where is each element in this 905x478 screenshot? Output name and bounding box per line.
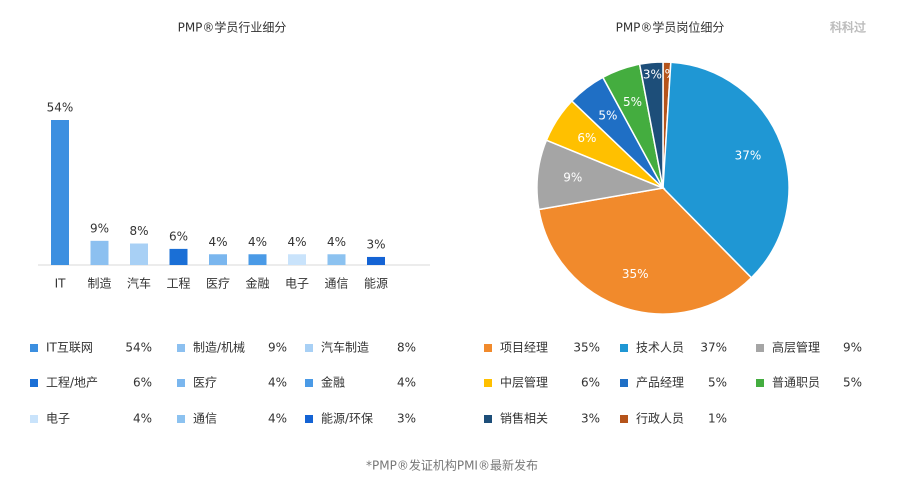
footnote: *PMP®发证机构PMI®最新发布 xyxy=(366,458,538,473)
legend-value: 54% xyxy=(125,341,152,355)
legend-label: 普通职员 xyxy=(772,376,820,390)
legend-label: 工程/地产 xyxy=(46,375,98,390)
x-tick-label: 制造 xyxy=(87,277,111,291)
legend-label: 通信 xyxy=(193,412,217,426)
legend-label: IT互联网 xyxy=(46,341,93,355)
legend-value: 9% xyxy=(268,341,287,355)
x-tick-label: 通信 xyxy=(324,277,348,291)
legend-swatch xyxy=(756,379,764,387)
legend-value: 4% xyxy=(268,412,287,426)
legend-swatch xyxy=(177,415,185,423)
legend-label: 产品经理 xyxy=(636,376,684,390)
legend-value: 9% xyxy=(843,341,862,355)
legend-swatch xyxy=(30,344,38,352)
x-tick-label: 能源 xyxy=(364,277,388,291)
bar xyxy=(130,243,148,265)
watermark: 科科过 xyxy=(830,20,866,35)
bar xyxy=(248,254,267,265)
legend-swatch xyxy=(305,415,313,423)
data-label: 5% xyxy=(598,108,617,122)
bar xyxy=(90,240,109,265)
legend-value: 4% xyxy=(397,376,416,390)
x-tick-label: IT xyxy=(55,277,67,291)
legend-swatch xyxy=(484,344,492,352)
x-tick-label: 工程 xyxy=(166,276,190,291)
x-tick-label: 金融 xyxy=(245,276,269,291)
legend-value: 3% xyxy=(397,412,416,426)
legend-swatch xyxy=(620,379,628,387)
legend-value: 1% xyxy=(708,412,727,426)
legend-swatch xyxy=(756,344,764,352)
data-label: 6% xyxy=(577,131,596,145)
x-tick-label: 医疗 xyxy=(206,277,230,291)
legend-value: 37% xyxy=(700,341,727,355)
data-label: 9% xyxy=(563,171,582,185)
legend-swatch xyxy=(30,379,38,387)
data-label: 4% xyxy=(287,235,306,249)
legend-swatch xyxy=(620,344,628,352)
data-label: 4% xyxy=(327,235,346,249)
data-label: 5% xyxy=(623,95,642,109)
data-label: 8% xyxy=(129,224,148,238)
legend-value: 8% xyxy=(397,341,416,355)
legend-value: 4% xyxy=(268,376,287,390)
legend-swatch xyxy=(177,379,185,387)
legend-label: 销售相关 xyxy=(500,411,548,426)
data-label: 3% xyxy=(643,68,662,82)
pie-slice xyxy=(662,61,790,279)
legend-label: 中层管理 xyxy=(500,375,548,390)
x-tick-label: 电子 xyxy=(285,277,309,291)
legend-label: 医疗 xyxy=(193,376,217,390)
pie-slice xyxy=(537,187,753,315)
legend-value: 6% xyxy=(133,376,152,390)
data-label: 9% xyxy=(90,221,109,235)
legend-label: 金融 xyxy=(321,375,345,390)
legend-value: 5% xyxy=(708,376,727,390)
legend-label: 能源/环保 xyxy=(321,412,373,426)
legend-swatch xyxy=(484,415,492,423)
chart-title: PMP®学员行业细分 xyxy=(178,20,287,35)
data-label: 6% xyxy=(169,229,188,243)
bar xyxy=(367,256,385,265)
legend-value: 4% xyxy=(133,412,152,426)
data-label: 4% xyxy=(208,235,227,249)
chart-title: PMP®学员岗位细分 xyxy=(616,20,725,35)
legend-swatch xyxy=(305,379,313,387)
bar xyxy=(327,254,346,265)
legend-swatch xyxy=(484,379,492,387)
bar xyxy=(288,254,306,265)
legend-value: 35% xyxy=(573,341,600,355)
legend-label: 高层管理 xyxy=(772,340,820,355)
data-label: 35% xyxy=(622,267,649,281)
legend-label: 制造/机械 xyxy=(193,340,245,355)
data-label: 37% xyxy=(735,149,762,163)
bar xyxy=(169,248,188,265)
legend-label: 项目经理 xyxy=(500,341,548,355)
bar xyxy=(51,120,69,265)
data-label: 4% xyxy=(248,235,267,249)
pie-slice xyxy=(638,61,664,189)
data-label: 54% xyxy=(47,101,74,115)
legend-swatch xyxy=(177,344,185,352)
legend-label: 行政人员 xyxy=(636,412,684,426)
legend-swatch xyxy=(305,344,313,352)
data-label: 3% xyxy=(366,237,385,251)
legend-value: 3% xyxy=(581,412,600,426)
legend-swatch xyxy=(620,415,628,423)
x-tick-label: 汽车 xyxy=(127,276,151,291)
legend-label: 汽车制造 xyxy=(321,340,369,355)
legend-label: 技术人员 xyxy=(636,341,684,355)
bar xyxy=(209,254,227,265)
legend-label: 电子 xyxy=(46,412,70,426)
legend-value: 5% xyxy=(843,376,862,390)
legend-swatch xyxy=(30,415,38,423)
legend-value: 6% xyxy=(581,376,600,390)
